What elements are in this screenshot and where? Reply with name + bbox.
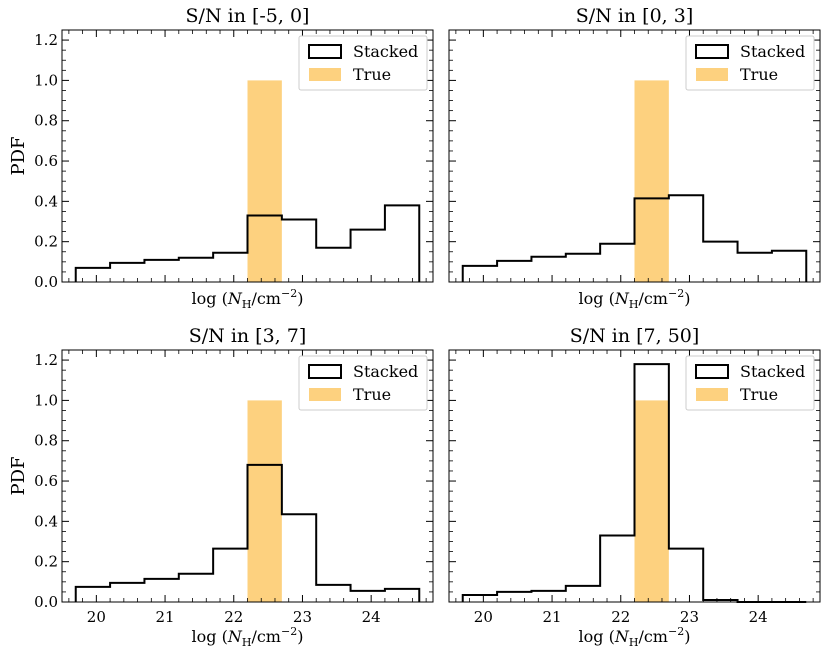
x-axis-label: log (NH/cm−2) xyxy=(579,625,691,649)
x-tick-label: 21 xyxy=(543,608,562,626)
legend-swatch-stacked xyxy=(308,44,342,59)
y-tick-label: 0.2 xyxy=(34,233,58,251)
x-tick-label: 20 xyxy=(474,608,493,626)
y-tick-label: 1.2 xyxy=(34,351,58,369)
x-tick-label: 21 xyxy=(156,608,175,626)
legend-label-stacked: Stacked xyxy=(740,362,805,381)
chart-title: S/N in [3, 7] xyxy=(189,325,307,347)
panel-3: 20 21 22 23 24 0.0 0.2 0.4 0.6 0.8 1.0 1.2 S/N in [3… xyxy=(8,325,434,649)
x-tick-label: 22 xyxy=(611,608,630,626)
legend-label-stacked: Stacked xyxy=(353,362,418,381)
y-axis-label: PDF xyxy=(8,456,29,495)
chart-title: S/N in [-5, 0] xyxy=(186,5,310,27)
y-tick-label: 0.8 xyxy=(34,432,58,450)
legend-label-stacked: Stacked xyxy=(353,42,418,61)
y-axis-label: PDF xyxy=(8,136,29,175)
x-tick-label: 20 xyxy=(87,608,106,626)
y-tick-label: 0.0 xyxy=(34,273,58,291)
chart-title: S/N in [7, 50] xyxy=(570,325,700,347)
y-tick-label: 0.2 xyxy=(34,553,58,571)
legend-label-true: True xyxy=(740,385,778,404)
y-tick-label: 0.8 xyxy=(34,112,58,130)
y-tick-label: 0.4 xyxy=(34,192,58,210)
x-tick-label: 23 xyxy=(680,608,699,626)
x-axis-label: log (NH/cm−2) xyxy=(192,625,304,649)
true-bar xyxy=(247,400,282,602)
legend-swatch-true xyxy=(696,388,728,401)
x-tick-label: 22 xyxy=(224,608,243,626)
panel-4: 20 21 22 23 24 S/N in [7, 50] log (NH/cm−2) Sta… xyxy=(448,325,821,649)
legend-swatch-stacked xyxy=(695,364,729,379)
y-tick-label: 1.0 xyxy=(34,71,58,89)
chart-title: S/N in [0, 3] xyxy=(576,5,694,27)
true-bar xyxy=(634,80,669,283)
y-tick-label: 0.0 xyxy=(34,593,58,611)
y-tick-label: 1.0 xyxy=(34,391,58,409)
panel-1: 0.0 0.2 0.4 0.6 0.8 1.0 1.2 S/N in [-5, 0] PDF lo… xyxy=(8,5,434,311)
true-bar xyxy=(247,80,282,283)
stacked-histogram xyxy=(74,463,421,602)
legend-label-true: True xyxy=(353,65,391,84)
stacked-histogram xyxy=(461,363,807,603)
x-tick-label: 24 xyxy=(362,608,381,626)
x-tick-label: 23 xyxy=(293,608,312,626)
x-tick-label: 24 xyxy=(749,608,768,626)
y-tick-label: 0.4 xyxy=(34,512,58,530)
legend-swatch-true xyxy=(696,68,728,81)
legend-swatch-true xyxy=(309,68,341,81)
legend-swatch-stacked xyxy=(695,44,729,59)
stacked-histogram xyxy=(74,204,421,282)
legend-label-stacked: Stacked xyxy=(740,42,805,61)
legend-swatch-stacked xyxy=(308,364,342,379)
stacked-histogram xyxy=(461,194,808,282)
true-bar xyxy=(634,400,669,602)
legend-label-true: True xyxy=(740,65,778,84)
x-axis-label: log (NH/cm−2) xyxy=(192,287,304,311)
x-axis-label: log (NH/cm−2) xyxy=(579,287,691,311)
legend-label-true: True xyxy=(353,385,391,404)
y-tick-label: 1.2 xyxy=(34,31,58,49)
legend-swatch-true xyxy=(309,388,341,401)
y-tick-label: 0.6 xyxy=(34,152,58,170)
y-tick-label: 0.6 xyxy=(34,472,58,490)
panel-2: S/N in [0, 3] log (NH/cm−2) Stacked True xyxy=(448,5,821,311)
